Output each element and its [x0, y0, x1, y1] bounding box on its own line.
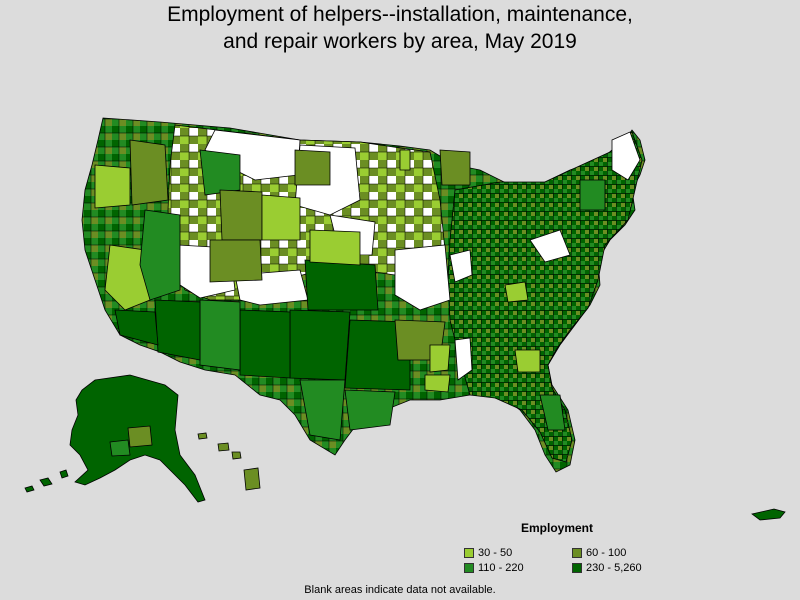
legend-label: 230 - 5,260 — [586, 562, 642, 574]
alaska — [24, 374, 206, 503]
legend-label: 60 - 100 — [586, 547, 627, 559]
legend-label: 30 - 50 — [478, 547, 513, 559]
legend-swatch — [464, 548, 474, 558]
continental-us — [81, 117, 646, 473]
no-data-note: Blank areas indicate data not available. — [304, 584, 496, 596]
legend-item-30-50: 30 - 50 — [464, 546, 512, 560]
legend-swatch — [464, 563, 474, 573]
legend-title: Employment — [521, 521, 594, 535]
legend-swatch — [572, 548, 582, 558]
legend-item-230-5260: 230 - 5,260 — [572, 561, 642, 575]
map-title-line-2: and repair workers by area, May 2019 — [223, 30, 577, 53]
legend-swatch — [572, 563, 582, 573]
puerto-rico — [751, 508, 786, 521]
large-areas — [94, 139, 606, 441]
map-title-line-1: Employment of helpers--installation, mai… — [167, 3, 633, 26]
hawaii — [197, 432, 261, 491]
legend-item-60-100: 60 - 100 — [572, 546, 626, 560]
legend-item-110-220: 110 - 220 — [464, 561, 524, 575]
legend-label: 110 - 220 — [478, 562, 524, 574]
